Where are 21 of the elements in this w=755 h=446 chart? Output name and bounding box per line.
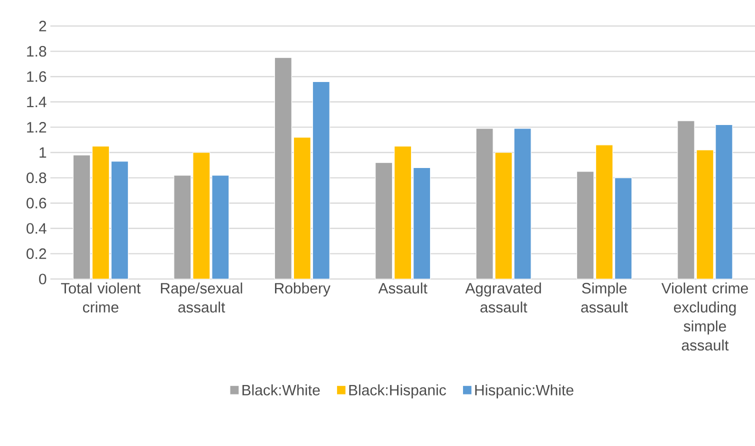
x-tick-label: Violent crime excluding simple assault [661,282,748,351]
y-tick-label: 0.4 [26,223,46,234]
y-tick-label: 0.8 [26,172,46,184]
y-tick-label: 1.2 [27,122,46,132]
y-tick-label: 0.2 [26,248,46,260]
y-tick-label: 0 [39,274,46,284]
x-tick-label: Total violent crime [61,282,141,313]
legend-label: Black:White [242,384,320,396]
y-tick-label: 1.8 [27,46,46,57]
y-tick-label: 1.6 [27,71,46,82]
y-tick-label: 1 [40,147,46,158]
legend-label: Black:Hispanic [349,384,446,398]
legend-label: Hispanic:White [475,384,574,398]
y-tick-label: 0.6 [26,198,46,208]
y-tick-label: 2 [39,20,46,32]
x-tick-label: Aggravated assault [465,282,541,313]
x-tick-label: Assault [378,282,428,294]
x-tick-label: Rape/sexual assault [160,282,242,313]
x-tick-label: Simple assault [581,282,628,313]
y-tick-label: 1.4 [27,96,46,108]
x-tick-label: Robbery [275,282,330,297]
